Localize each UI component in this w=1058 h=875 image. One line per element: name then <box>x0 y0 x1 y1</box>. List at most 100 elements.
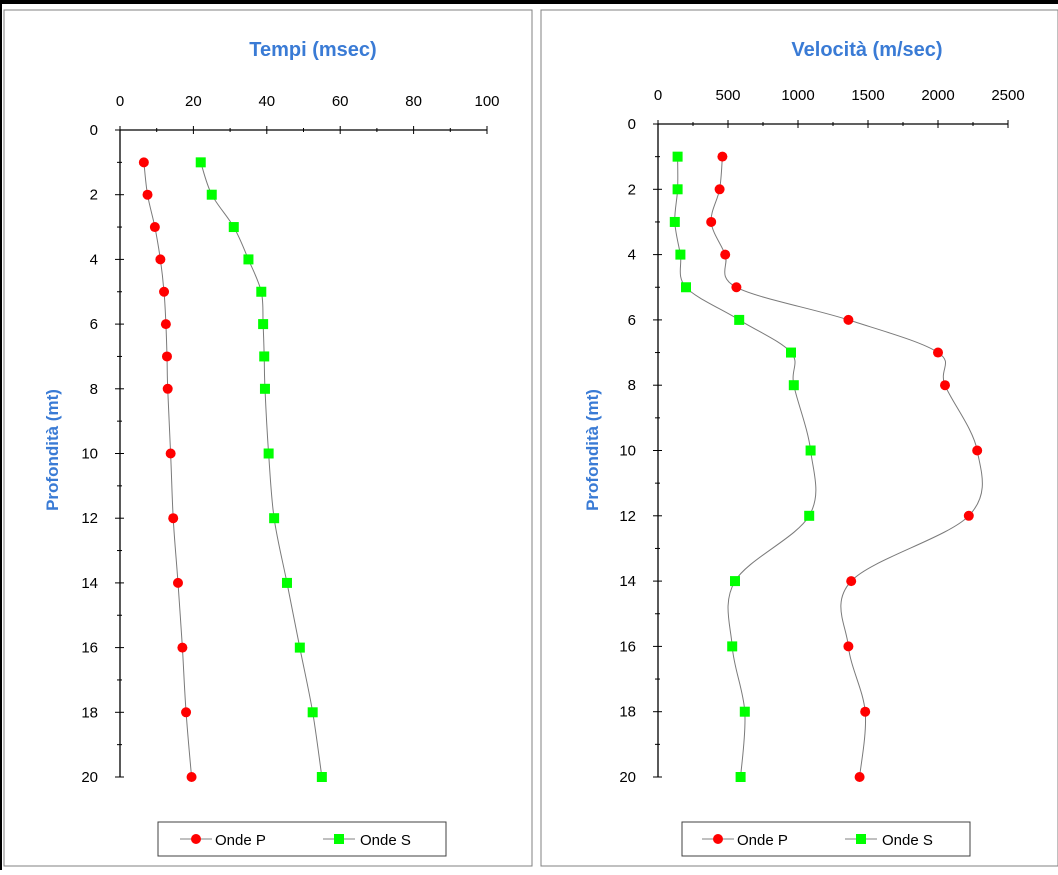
right-point-p <box>731 282 742 293</box>
right-chart-frame <box>540 9 1058 867</box>
left-chart-panel: Tempi (msec) Profondità (mt) 0 20 40 60 80 10… <box>3 9 533 867</box>
left-y-tick-label: 12 <box>81 510 98 527</box>
right-point-s <box>669 216 680 227</box>
left-point-p <box>160 319 171 330</box>
left-point-p <box>142 189 153 200</box>
left-point-s <box>228 222 239 233</box>
right-point-p <box>846 576 857 587</box>
right-point-p <box>720 249 731 260</box>
right-x-tick-label: 2000 <box>921 87 954 104</box>
left-point-s <box>316 772 327 782</box>
right-plot-area: 0 500 1000 1500 2000 2500 0 2 4 6 8 10 12 14 16 18 20 <box>619 87 1024 786</box>
left-x-tick-label: 40 <box>258 93 275 110</box>
left-y-tick-label: 10 <box>81 446 98 463</box>
right-y-tick-label: 14 <box>619 573 636 590</box>
left-y-tick-label: 8 <box>90 381 98 398</box>
left-point-s <box>263 448 274 459</box>
right-chart-panel: Velocità (m/sec) Profondità (mt) 0 500 100… <box>540 9 1058 867</box>
right-chart-ylabel: Profondità (mt) <box>583 389 602 511</box>
right-point-s <box>788 380 799 391</box>
left-point-p <box>161 351 172 362</box>
right-x-tick-label: 0 <box>654 87 662 104</box>
right-point-p <box>933 347 943 358</box>
right-y-tick-label: 4 <box>628 247 636 264</box>
right-chart-title: Velocità (m/sec) <box>791 39 942 61</box>
left-x-tick-label: 0 <box>116 93 124 110</box>
right-x-tick-label: 500 <box>715 87 740 104</box>
right-point-p <box>854 772 865 782</box>
right-point-p <box>843 314 854 325</box>
left-y-tick-label: 2 <box>90 187 98 204</box>
left-point-p <box>165 448 176 459</box>
right-point-s <box>672 184 683 195</box>
right-series-line-p <box>710 156 983 778</box>
left-legend-marker-p <box>191 834 201 844</box>
right-point-s <box>739 706 750 717</box>
left-point-s <box>195 157 206 168</box>
left-point-s <box>258 319 269 330</box>
left-point-s <box>307 707 318 718</box>
left-y-tick-label: 0 <box>90 122 98 139</box>
left-chart-ylabel: Profondità (mt) <box>43 389 62 511</box>
left-y-tick-label: 4 <box>90 251 98 268</box>
left-y-tick-label: 18 <box>81 704 98 721</box>
left-legend-marker-s <box>334 834 344 844</box>
left-point-s <box>259 383 270 394</box>
left-point-p <box>181 707 192 718</box>
right-legend-marker-p <box>713 834 723 844</box>
right-point-p <box>860 706 871 717</box>
left-point-p <box>138 157 149 168</box>
right-x-tick-label: 2500 <box>991 87 1024 104</box>
left-x-tick-label: 100 <box>474 93 499 110</box>
left-point-s <box>243 254 254 265</box>
left-edge-line <box>0 0 2 870</box>
right-y-tick-label: 6 <box>628 312 636 329</box>
right-y-tick-label: 10 <box>619 443 636 460</box>
left-point-p <box>162 383 173 394</box>
left-x-tick-label: 60 <box>332 93 349 110</box>
left-legend-label-s: Onde S <box>360 832 411 849</box>
left-point-p <box>168 513 179 524</box>
right-point-p <box>972 445 983 456</box>
right-point-s <box>681 282 691 293</box>
left-point-s <box>256 286 267 297</box>
right-y-tick-label: 2 <box>628 181 636 198</box>
left-point-p <box>149 222 160 233</box>
right-y-tick-label: 8 <box>628 377 636 394</box>
left-x-tick-label: 20 <box>185 93 202 110</box>
right-point-p <box>717 151 728 162</box>
top-edge-line <box>0 0 1058 4</box>
left-point-p <box>186 772 197 782</box>
right-point-s <box>805 445 816 456</box>
right-point-s <box>735 772 746 782</box>
right-point-p <box>843 641 854 652</box>
right-point-p <box>963 510 974 521</box>
left-chart-title: Tempi (msec) <box>249 39 376 61</box>
left-y-tick-label: 20 <box>81 769 98 786</box>
right-point-p <box>714 184 725 195</box>
left-point-s <box>259 351 270 362</box>
right-point-s <box>672 151 683 162</box>
right-y-tick-label: 18 <box>619 704 636 721</box>
right-x-tick-label: 1500 <box>851 87 884 104</box>
right-point-p <box>706 216 717 227</box>
left-point-s <box>281 577 292 588</box>
left-legend: Onde P Onde S <box>157 821 447 857</box>
right-point-s <box>734 314 745 325</box>
left-legend-label-p: Onde P <box>215 832 266 849</box>
right-y-tick-label: 0 <box>628 116 636 133</box>
left-point-p <box>177 642 188 653</box>
right-point-p <box>940 380 950 391</box>
right-y-tick-label: 16 <box>619 638 636 655</box>
left-x-tick-label: 80 <box>405 93 422 110</box>
left-point-p <box>159 286 170 297</box>
right-y-tick-label: 20 <box>619 769 636 786</box>
left-y-tick-label: 16 <box>81 640 98 657</box>
right-x-tick-label: 1000 <box>781 87 814 104</box>
right-point-s <box>730 576 740 587</box>
right-legend-label-p: Onde P <box>737 832 788 849</box>
right-legend-marker-s <box>856 834 866 844</box>
right-point-s <box>786 347 796 358</box>
right-legend-label-s: Onde S <box>882 832 933 849</box>
